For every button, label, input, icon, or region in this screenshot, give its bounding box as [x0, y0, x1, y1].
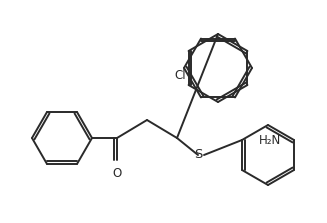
Text: H₂N: H₂N	[259, 134, 281, 147]
Text: S: S	[194, 149, 202, 161]
Text: O: O	[112, 167, 122, 180]
Text: Cl: Cl	[174, 69, 185, 82]
